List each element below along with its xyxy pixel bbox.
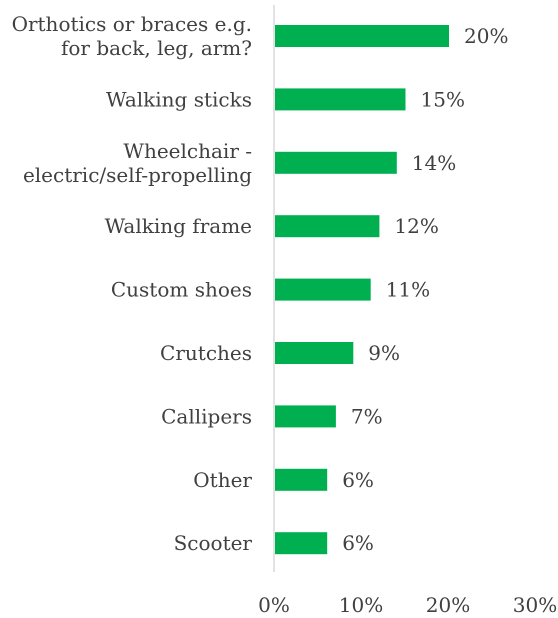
data-label-0: 20%	[464, 24, 508, 48]
data-label-5: 9%	[368, 341, 400, 365]
data-label-7: 6%	[342, 468, 374, 492]
x-tick-label-2: 20%	[426, 593, 470, 617]
category-label-7-line-0: Other	[193, 468, 252, 492]
data-label-8: 6%	[342, 531, 374, 555]
bar-1	[275, 88, 406, 111]
x-tick-label-0: 0%	[258, 593, 290, 617]
category-label-8-line-0: Scooter	[174, 531, 253, 555]
category-label-3-line-0: Walking frame	[105, 214, 252, 238]
bar-2	[275, 151, 397, 174]
x-tick-labels: 0% 10% 20% 30%	[258, 593, 557, 617]
data-labels: 20% 15% 14% 12% 11% 9% 7% 6% 6%	[342, 24, 508, 555]
data-label-6: 7%	[351, 404, 383, 428]
category-label-0-line-1: for back, leg, arm?	[61, 36, 252, 60]
x-tick-label-1: 10%	[339, 593, 383, 617]
category-label-4-line-0: Custom shoes	[111, 278, 252, 302]
bars	[275, 25, 449, 555]
category-label-6-line-0: Callipers	[161, 404, 252, 428]
bar-0	[275, 25, 449, 47]
x-tick-label-3: 30%	[513, 593, 557, 617]
category-label-0-line-0: Orthotics or braces e.g.	[12, 12, 252, 36]
data-label-3: 12%	[394, 214, 438, 238]
bar-7	[275, 468, 328, 491]
bar-8	[275, 532, 328, 555]
category-label-2-line-1: electric/self-propelling	[23, 163, 252, 187]
category-label-2-line-0: Wheelchair -	[123, 139, 252, 163]
bar-3	[275, 215, 380, 238]
category-label-5-line-0: Crutches	[160, 341, 252, 365]
category-labels: Orthotics or braces e.g.for back, leg, a…	[12, 12, 253, 555]
bar-5	[275, 342, 354, 364]
data-label-2: 14%	[412, 151, 456, 175]
bar-6	[275, 405, 336, 428]
bar-4	[275, 278, 371, 301]
category-label-1-line-0: Walking sticks	[106, 87, 252, 111]
data-label-4: 11%	[386, 278, 430, 302]
data-label-1: 15%	[421, 87, 465, 111]
